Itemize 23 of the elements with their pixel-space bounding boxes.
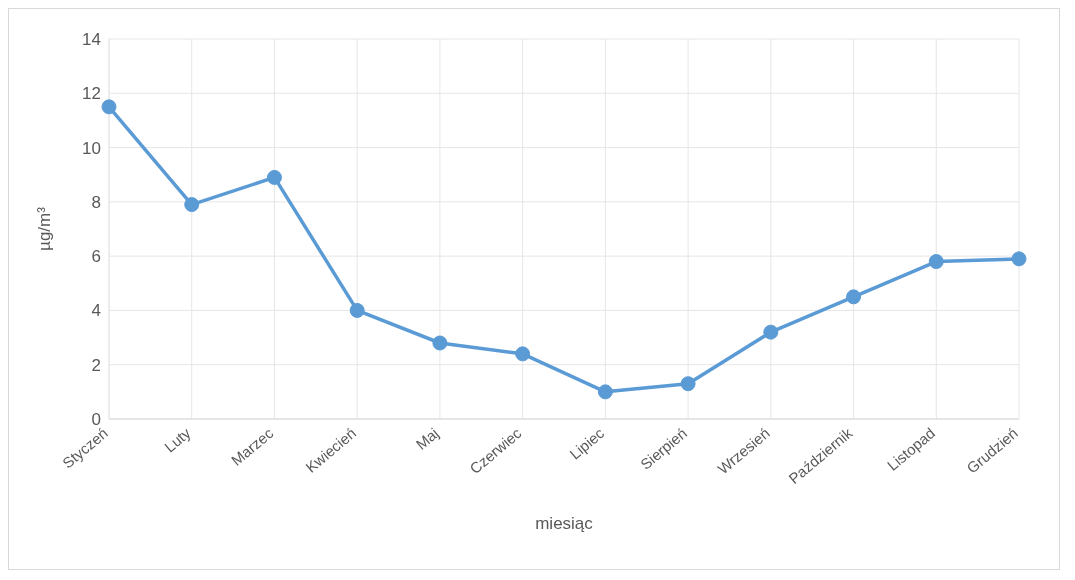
y-tick-label: 10 <box>82 138 101 158</box>
point <box>184 197 200 213</box>
point <box>597 384 613 400</box>
y-tick-label: 4 <box>91 301 101 321</box>
point <box>763 324 779 340</box>
point <box>846 289 862 305</box>
point <box>680 376 696 392</box>
y-tick-label: 2 <box>91 355 101 375</box>
point <box>432 335 448 351</box>
y-tick-label: 6 <box>91 247 101 267</box>
point <box>515 346 531 362</box>
y-tick-label: 14 <box>82 30 101 50</box>
x-tick-label: Maj <box>412 424 442 453</box>
point <box>928 254 944 270</box>
point <box>349 302 365 318</box>
point <box>266 169 282 185</box>
x-tick-label: Luty <box>161 423 195 456</box>
y-tick-label: 12 <box>82 84 101 104</box>
point <box>1011 251 1027 267</box>
point <box>101 99 117 115</box>
y-tick-label: 8 <box>91 192 101 212</box>
x-axis-title: miesiąc <box>535 514 594 533</box>
y-axis-title: µg/m³ <box>35 206 55 251</box>
